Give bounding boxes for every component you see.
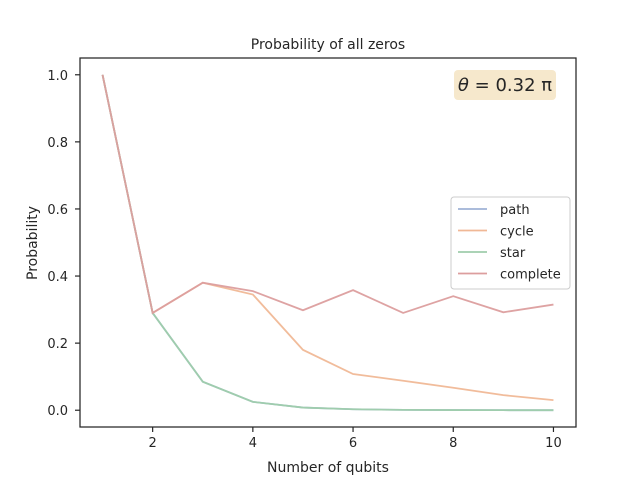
y-tick-label: 0.0 (47, 404, 68, 419)
y-tick-label: 0.8 (47, 136, 68, 151)
axis-ticks: 2 4 6 8 10 0.0 0.2 0.4 0.6 0.8 1.0 (47, 69, 561, 451)
plot-frame (79, 57, 577, 428)
series-lines (101, 74, 554, 412)
legend-label-path: path (500, 203, 530, 218)
annotation-text: θ = 0.32 π (458, 75, 552, 96)
legend-frame (450, 196, 571, 290)
y-axis-label: Probability (25, 206, 41, 280)
y-tick-label: 1.0 (47, 69, 68, 84)
series-line-complete (101, 74, 554, 315)
x-tick-label: 4 (249, 436, 257, 451)
annotation-symbol: θ (458, 75, 469, 96)
x-tick-label: 2 (149, 436, 157, 451)
x-tick-label: 6 (349, 436, 357, 451)
annotation-box (454, 70, 556, 100)
chart-title: Probability of all zeros (251, 37, 405, 53)
y-tick-label: 0.4 (47, 270, 68, 285)
x-tick-label: 8 (449, 436, 457, 451)
legend-label-cycle: cycle (500, 225, 534, 240)
theta-annotation: θ = 0.32 π (454, 70, 556, 100)
legend-label-star: star (500, 246, 526, 261)
x-axis-label: Number of qubits (267, 460, 389, 476)
x-tick-label: 10 (545, 436, 562, 451)
series-line-star (101, 74, 554, 412)
y-tick-label: 0.6 (47, 203, 68, 218)
annotation-value: = 0.32 π (469, 75, 552, 96)
y-tick-label: 0.2 (47, 337, 68, 352)
legend: path cycle star complete (450, 196, 571, 290)
legend-items: path cycle star complete (458, 203, 561, 283)
legend-label-complete: complete (500, 268, 561, 283)
